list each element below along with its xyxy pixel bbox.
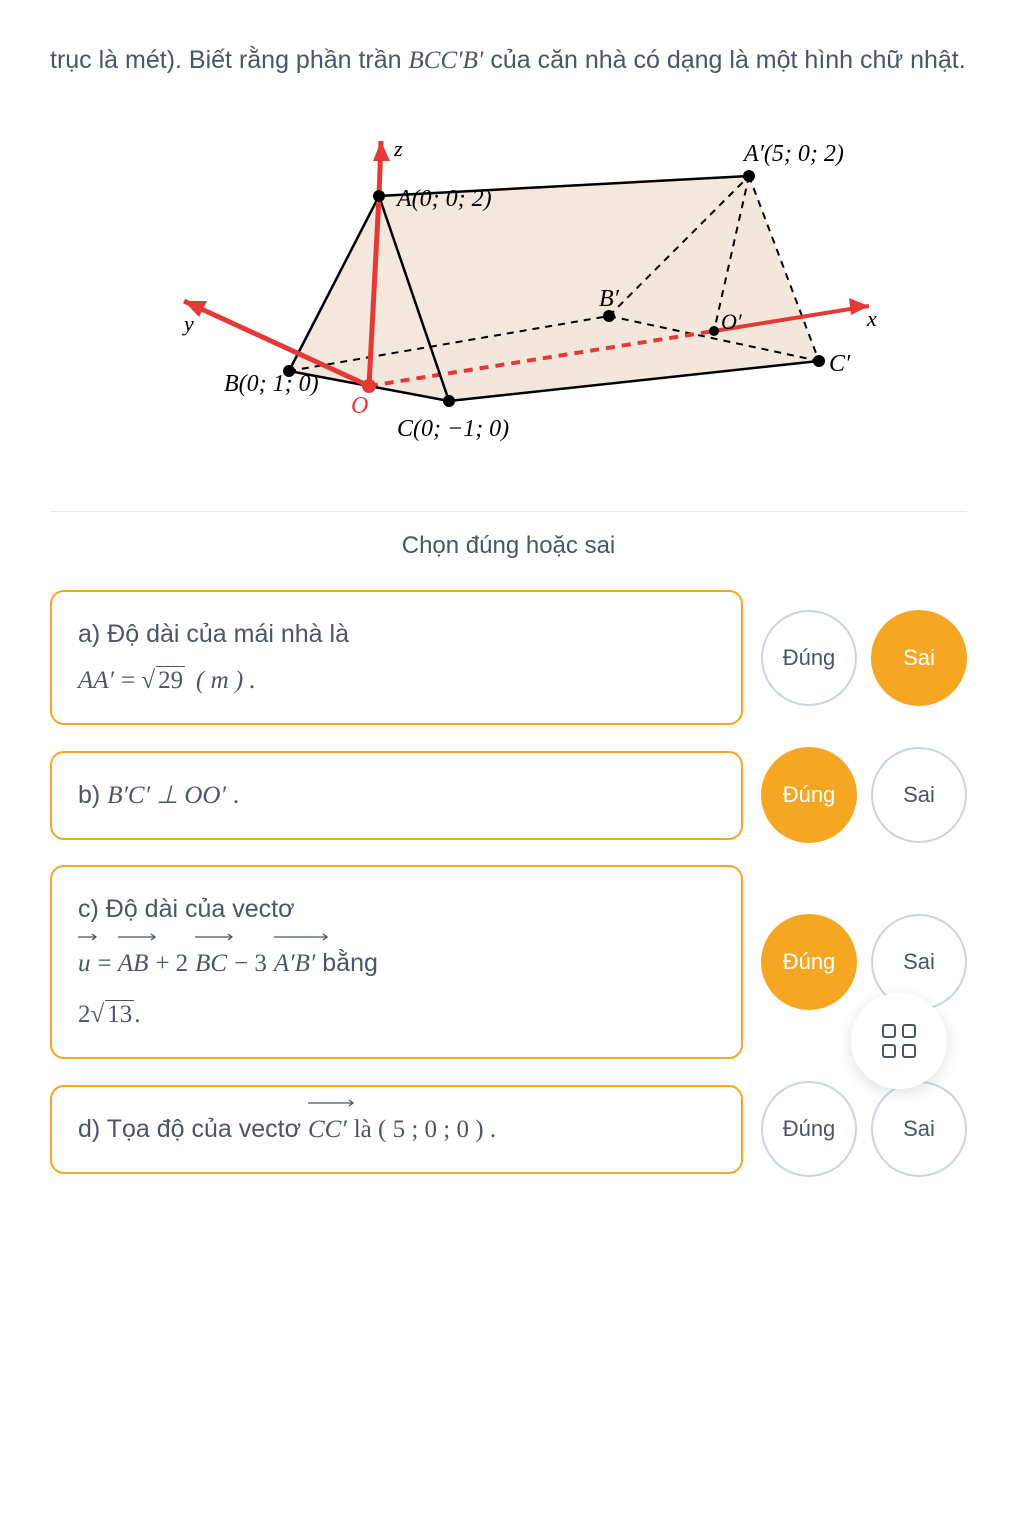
question-c-row: c) Độ dài của vectơ u = AB + 2 BC − 3 A′… bbox=[50, 865, 967, 1059]
intro-text: trục là mét). Biết rằng phần trần BCC′B′… bbox=[50, 40, 967, 81]
axis-x-label: x bbox=[866, 306, 877, 331]
pt-O: O bbox=[351, 393, 368, 419]
qb-expr: B′C′ ⊥ OO′ bbox=[107, 782, 226, 809]
intro-prefix: trục là mét). Biết rằng phần trần bbox=[50, 46, 409, 74]
qc-dot: . bbox=[134, 1001, 140, 1028]
qd-before: d) Tọa độ của vectơ bbox=[78, 1115, 308, 1143]
pt-A: A(0; 0; 2) bbox=[395, 186, 492, 212]
separator bbox=[50, 511, 967, 512]
qc-AB: AB bbox=[118, 950, 149, 977]
qa-eq: = bbox=[121, 667, 141, 694]
diagram-container: z y x A(0; 0; 2) A′(5; 0; 2) B(0; 1; 0) … bbox=[50, 101, 967, 481]
intro-suffix: của căn nhà có dạng là một hình chữ nhật… bbox=[490, 46, 965, 74]
qb-buttons: Đúng Sai bbox=[761, 747, 967, 843]
grid-menu-button[interactable] bbox=[851, 993, 947, 1089]
qc-bang: bằng bbox=[322, 949, 378, 977]
question-a-box: a) Độ dài của mái nhà là AA′ = √29 ( m )… bbox=[50, 590, 743, 725]
question-d-row: d) Tọa độ của vectơ CC′ là ( 5 ; 0 ; 0 )… bbox=[50, 1081, 967, 1177]
qa-sqrtval: 29 bbox=[156, 666, 185, 694]
qc-sqrtval: 13 bbox=[105, 1000, 134, 1028]
section-title: Chọn đúng hoặc sai bbox=[50, 532, 967, 560]
qc-lead: c) Độ dài của vectơ bbox=[78, 889, 715, 929]
qa-lead: a) Độ dài của mái nhà là bbox=[78, 614, 715, 654]
question-c-box: c) Độ dài của vectơ u = AB + 2 BC − 3 A′… bbox=[50, 865, 743, 1059]
intro-rect-label: BCC′B′ bbox=[409, 47, 484, 74]
grid-icon bbox=[882, 1024, 916, 1058]
qc-plus: + 2 bbox=[155, 950, 188, 977]
qd-false-button[interactable]: Sai bbox=[871, 1081, 967, 1177]
qc-eq: = bbox=[97, 950, 117, 977]
pt-C: C(0; −1; 0) bbox=[397, 416, 509, 442]
pt-Ap: A′(5; 0; 2) bbox=[742, 141, 844, 167]
pt-B: B(0; 1; 0) bbox=[224, 371, 319, 397]
qd-true-button[interactable]: Đúng bbox=[761, 1081, 857, 1177]
question-a-row: a) Độ dài của mái nhà là AA′ = √29 ( m )… bbox=[50, 590, 967, 725]
axis-y-label: y bbox=[182, 311, 194, 336]
qa-false-button[interactable]: Sai bbox=[871, 610, 967, 706]
question-b-box: b) B′C′ ⊥ OO′ . bbox=[50, 751, 743, 840]
qc-two: 2 bbox=[78, 1001, 91, 1028]
question-d-box: d) Tọa độ của vectơ CC′ là ( 5 ; 0 ; 0 )… bbox=[50, 1085, 743, 1174]
qa-lhs: AA′ bbox=[78, 667, 114, 694]
qb-true-button[interactable]: Đúng bbox=[761, 747, 857, 843]
prism-diagram: z y x A(0; 0; 2) A′(5; 0; 2) B(0; 1; 0) … bbox=[129, 101, 889, 481]
qb-after: . bbox=[233, 782, 239, 809]
axis-z-label: z bbox=[393, 136, 403, 161]
qc-true-button[interactable]: Đúng bbox=[761, 914, 857, 1010]
qb-false-button[interactable]: Sai bbox=[871, 747, 967, 843]
question-b-row: b) B′C′ ⊥ OO′ . Đúng Sai bbox=[50, 747, 967, 843]
qa-true-button[interactable]: Đúng bbox=[761, 610, 857, 706]
qa-unit: ( m ) . bbox=[196, 667, 256, 694]
qd-buttons: Đúng Sai bbox=[761, 1081, 967, 1177]
pt-Cp: C′ bbox=[829, 351, 851, 377]
qd-after: là ( 5 ; 0 ; 0 ) . bbox=[354, 1116, 496, 1143]
qb-before: b) bbox=[78, 781, 107, 809]
qa-buttons: Đúng Sai bbox=[761, 610, 967, 706]
qc-sqrt: √ bbox=[91, 1001, 105, 1028]
qd-CCp: CC′ bbox=[308, 1116, 347, 1143]
qc-minus: − 3 bbox=[234, 950, 267, 977]
qc-buttons: Đúng Sai bbox=[761, 914, 967, 1010]
pt-Op: O′ bbox=[721, 309, 743, 334]
qa-sqrt: √ bbox=[141, 667, 155, 694]
pt-Bp: B′ bbox=[599, 286, 620, 312]
qc-BC: BC bbox=[195, 950, 227, 977]
qc-ApBp: A′B′ bbox=[274, 950, 315, 977]
qc-u: u bbox=[78, 950, 91, 977]
